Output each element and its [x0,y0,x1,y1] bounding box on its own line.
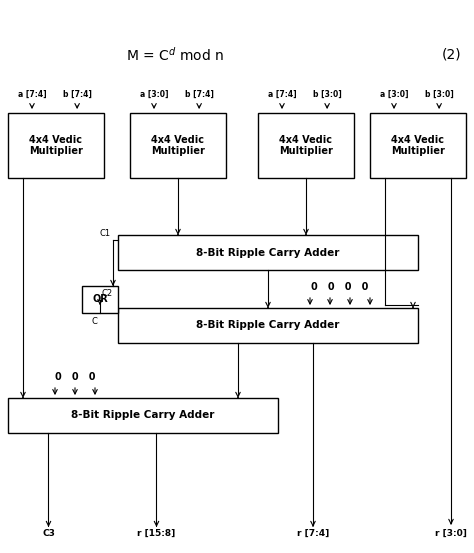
Bar [118,235,418,270]
Text: 0   0   0: 0 0 0 [55,372,95,382]
Text: 8-Bit Ripple Carry Adder: 8-Bit Ripple Carry Adder [196,321,340,331]
Bar [8,113,104,178]
Text: 0   0   0   0: 0 0 0 0 [311,282,369,292]
Text: b [7:4]: b [7:4] [63,90,91,99]
Text: C1: C1 [100,229,111,238]
Text: 4x4 Vedic
Multiplier: 4x4 Vedic Multiplier [391,135,445,156]
Text: a [3:0]: a [3:0] [380,90,408,99]
Text: r [3:0]: r [3:0] [435,529,467,538]
Text: C3: C3 [42,529,55,538]
Text: 4x4 Vedic
Multiplier: 4x4 Vedic Multiplier [29,135,83,156]
Text: b [3:0]: b [3:0] [313,90,341,99]
Text: a [7:4]: a [7:4] [268,90,296,99]
Text: OR: OR [92,295,108,305]
Bar [258,113,354,178]
Text: 4x4 Vedic
Multiplier: 4x4 Vedic Multiplier [151,135,205,156]
Bar [130,113,226,178]
Text: r [7:4]: r [7:4] [297,529,329,538]
Bar [82,286,118,313]
Text: 8-Bit Ripple Carry Adder: 8-Bit Ripple Carry Adder [71,410,215,420]
Text: b [3:0]: b [3:0] [425,90,454,99]
Bar [370,113,466,178]
Bar [118,308,418,343]
Text: a [3:0]: a [3:0] [140,90,168,99]
Text: 4x4 Vedic
Multiplier: 4x4 Vedic Multiplier [279,135,333,156]
Text: (2): (2) [442,48,462,62]
Text: M = C$^{d}$ mod n: M = C$^{d}$ mod n [126,46,224,64]
Text: 8-Bit Ripple Carry Adder: 8-Bit Ripple Carry Adder [196,248,340,258]
Bar [8,398,278,433]
Text: C: C [91,316,97,326]
Text: a [7:4]: a [7:4] [18,90,46,99]
Text: b [7:4]: b [7:4] [185,90,214,99]
Text: r [15:8]: r [15:8] [137,529,176,538]
Text: C2: C2 [102,289,113,298]
